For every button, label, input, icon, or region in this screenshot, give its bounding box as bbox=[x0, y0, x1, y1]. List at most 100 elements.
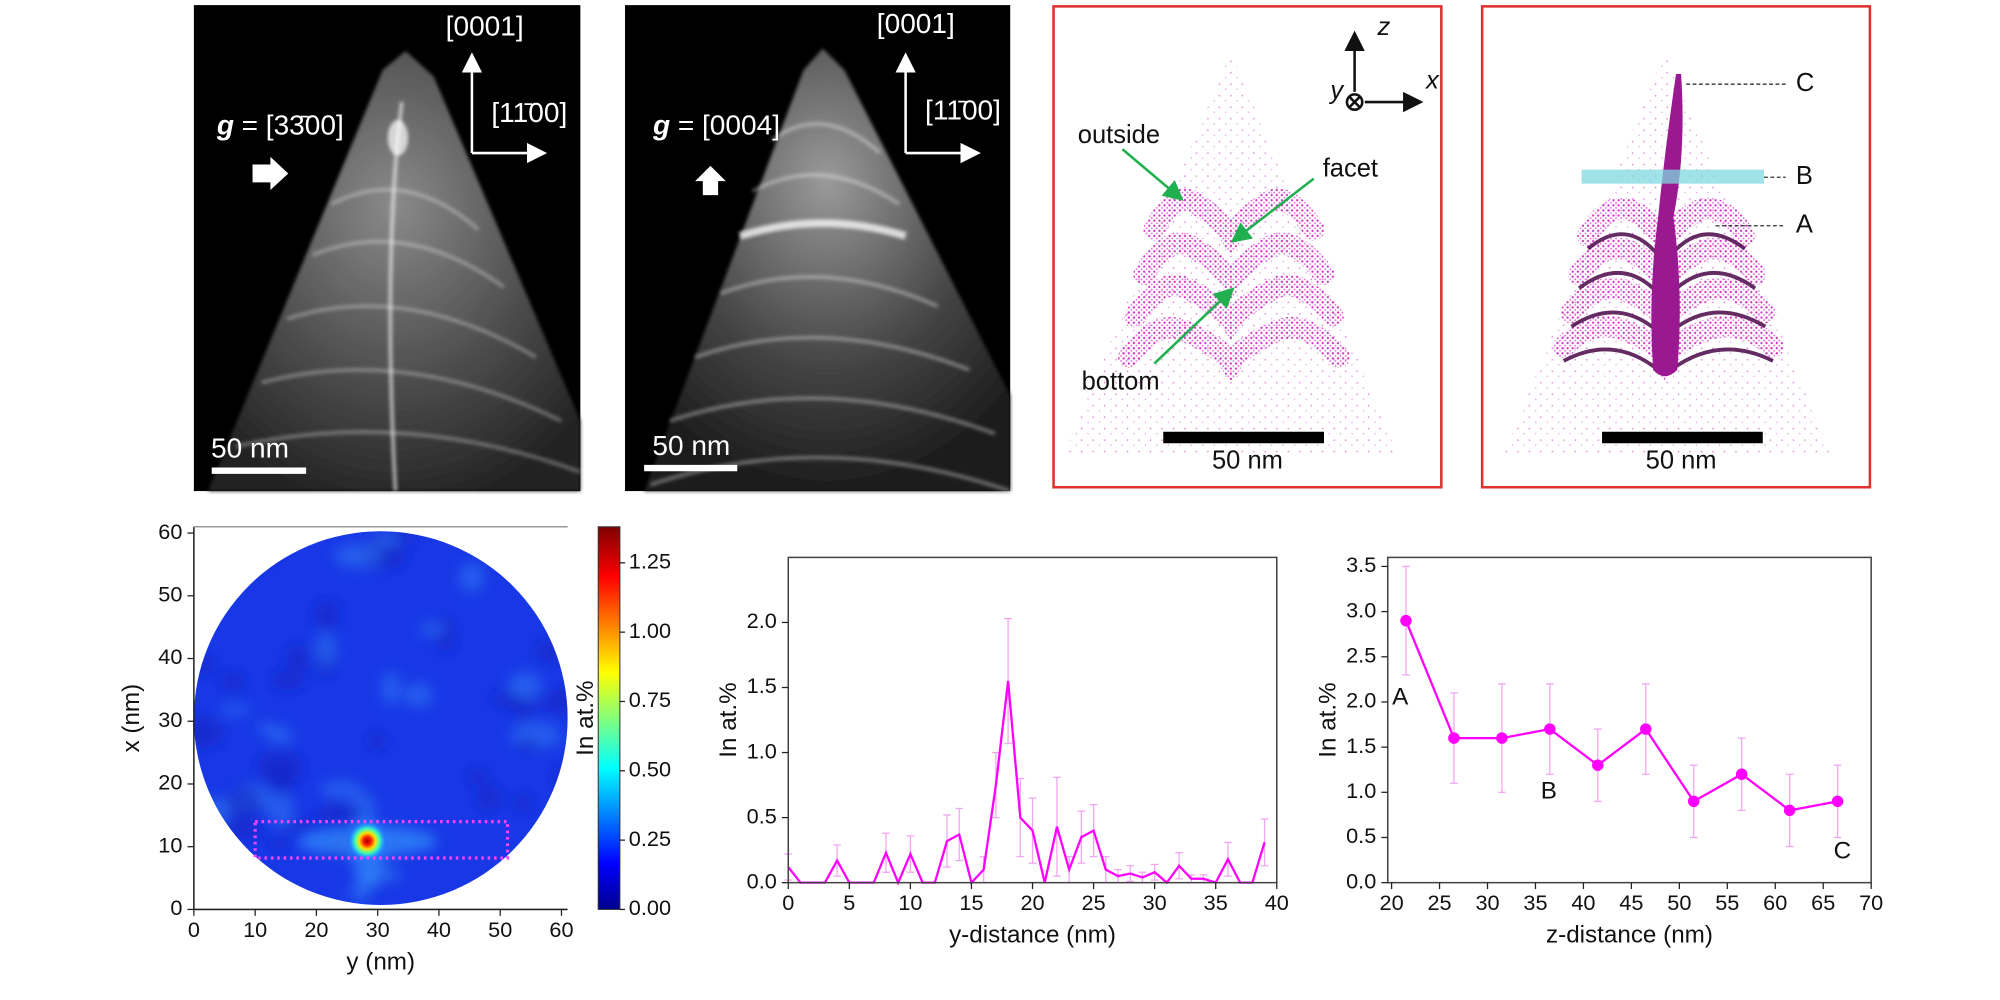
texture-blob bbox=[553, 765, 568, 793]
texture-blob bbox=[221, 671, 245, 692]
pointer bbox=[1153, 287, 1235, 365]
colorbar bbox=[597, 526, 621, 910]
y-tick-label: 1.5 bbox=[1346, 733, 1376, 758]
x-tick-label: 40 bbox=[1571, 890, 1595, 915]
x-tick-label: 50 bbox=[488, 917, 512, 942]
y-tick-label: 0 bbox=[170, 895, 182, 920]
texture-blob bbox=[476, 785, 502, 811]
y-tick-label: 10 bbox=[158, 832, 182, 857]
g-arrow bbox=[252, 156, 289, 191]
texture-blob bbox=[286, 644, 310, 674]
x-tick-label: 40 bbox=[427, 917, 451, 942]
bright-spot bbox=[387, 119, 409, 156]
texture-blob bbox=[371, 532, 401, 548]
x-tick-label: 25 bbox=[1082, 890, 1106, 915]
x-tick-label: 20 bbox=[1380, 890, 1404, 915]
texture-blob bbox=[219, 704, 250, 715]
axis-label: y bbox=[1328, 77, 1345, 105]
x-tick-label: 50 bbox=[1667, 890, 1691, 915]
axis-y-cross bbox=[1348, 96, 1361, 109]
x-tick-label: 60 bbox=[549, 917, 573, 942]
y-axis-label: x (nm) bbox=[118, 684, 145, 753]
g-value: = [33̄00] bbox=[242, 110, 344, 141]
x-tick-label: 60 bbox=[1763, 890, 1787, 915]
x-axis-label: z-distance (nm) bbox=[1546, 922, 1713, 949]
texture-blob bbox=[333, 543, 384, 568]
annotation: C bbox=[1834, 837, 1852, 864]
annotation: outside bbox=[1078, 121, 1160, 149]
x-tick-label: 55 bbox=[1715, 890, 1739, 915]
g-arrow bbox=[695, 165, 726, 196]
x-tick-label: 65 bbox=[1811, 890, 1835, 915]
annotation: C bbox=[1796, 69, 1814, 97]
texture-blob bbox=[320, 780, 362, 798]
texture-blob bbox=[269, 839, 291, 851]
colorbar-tick-label: 0.25 bbox=[629, 826, 671, 851]
texture-blob bbox=[467, 768, 488, 785]
axes: 20 25 30 35 40 45 50 55 60 65 70 0.0 0.5 1.0 1.5 2.0 2.5… bbox=[1314, 552, 1883, 948]
y-tick-label: 2.5 bbox=[1346, 643, 1376, 668]
data-point bbox=[1735, 768, 1748, 780]
x-tick-label: 30 bbox=[1143, 890, 1167, 915]
y-tick-label: 50 bbox=[158, 582, 182, 607]
tem-panel-2: [0001] [11̄00] g = [0004] 50 nm bbox=[625, 5, 1011, 493]
texture-blob bbox=[403, 682, 433, 707]
direction-label: [0001] bbox=[877, 8, 955, 39]
texture-blob bbox=[213, 543, 236, 562]
heatmap: 0.00 0.25 0.50 0.75 1.00 1.25 In at.% bbox=[193, 526, 671, 920]
y-tick-label: 1.5 bbox=[747, 673, 777, 698]
data-point bbox=[1544, 723, 1556, 735]
hotspot bbox=[346, 820, 388, 862]
texture-blob bbox=[535, 639, 567, 663]
y-tick-label: 20 bbox=[158, 770, 182, 795]
g-symbol: g bbox=[652, 110, 670, 141]
texture-blob bbox=[418, 623, 447, 636]
annotation: A bbox=[1392, 684, 1409, 711]
scale-label: 50 nm bbox=[211, 433, 289, 464]
y-tick-label: 3.5 bbox=[1346, 552, 1376, 577]
fringes bbox=[649, 122, 1011, 493]
texture-blob bbox=[256, 749, 304, 785]
x-axis-label: y (nm) bbox=[346, 948, 415, 975]
x-tick-label: 30 bbox=[366, 917, 390, 942]
x-tick-label: 35 bbox=[1204, 890, 1228, 915]
y-tick-label: 0.5 bbox=[1346, 823, 1376, 848]
pointer bbox=[1230, 177, 1315, 243]
annotation: B bbox=[1796, 162, 1813, 190]
scale-label: 50 nm bbox=[1646, 446, 1717, 474]
data-point bbox=[1687, 795, 1700, 808]
texture-blob bbox=[381, 671, 402, 705]
texture-blob bbox=[216, 821, 265, 839]
data-point bbox=[1592, 759, 1604, 771]
data-point bbox=[1640, 723, 1652, 735]
x-tick-label: 40 bbox=[1265, 890, 1289, 915]
y-tick-label: 0.0 bbox=[1346, 868, 1376, 893]
apt-panel-2: C B A 50 nm bbox=[1480, 5, 1872, 489]
data-line bbox=[787, 680, 1266, 886]
isosurface-column bbox=[1651, 73, 1683, 377]
y-tick-label: 1.0 bbox=[747, 738, 777, 763]
texture-blob bbox=[270, 671, 305, 690]
texture-blob bbox=[540, 688, 568, 714]
texture-blob bbox=[459, 562, 485, 593]
scale-label: 50 nm bbox=[1212, 446, 1283, 474]
colorbar-label: In at.% bbox=[572, 680, 599, 755]
data-point bbox=[1400, 614, 1412, 627]
texture-blob bbox=[313, 599, 340, 631]
slice-b bbox=[1581, 169, 1765, 184]
x-tick-label: 15 bbox=[959, 890, 983, 915]
direction-label: [11̄00] bbox=[925, 95, 1001, 126]
scale-label: 50 nm bbox=[652, 430, 730, 461]
x-tick-label: 20 bbox=[304, 917, 328, 942]
texture-blob bbox=[193, 653, 215, 676]
y-axis-label: In at.% bbox=[1314, 682, 1341, 757]
texture-blob bbox=[280, 819, 320, 832]
data-point bbox=[1496, 732, 1508, 744]
y-tick-label: 2.0 bbox=[747, 608, 777, 633]
y-tick-label: 30 bbox=[158, 707, 182, 732]
data-point bbox=[1448, 732, 1460, 744]
annotation: B bbox=[1541, 778, 1557, 805]
x-tick-label: 30 bbox=[1475, 890, 1499, 915]
annotation: bottom bbox=[1082, 367, 1160, 395]
